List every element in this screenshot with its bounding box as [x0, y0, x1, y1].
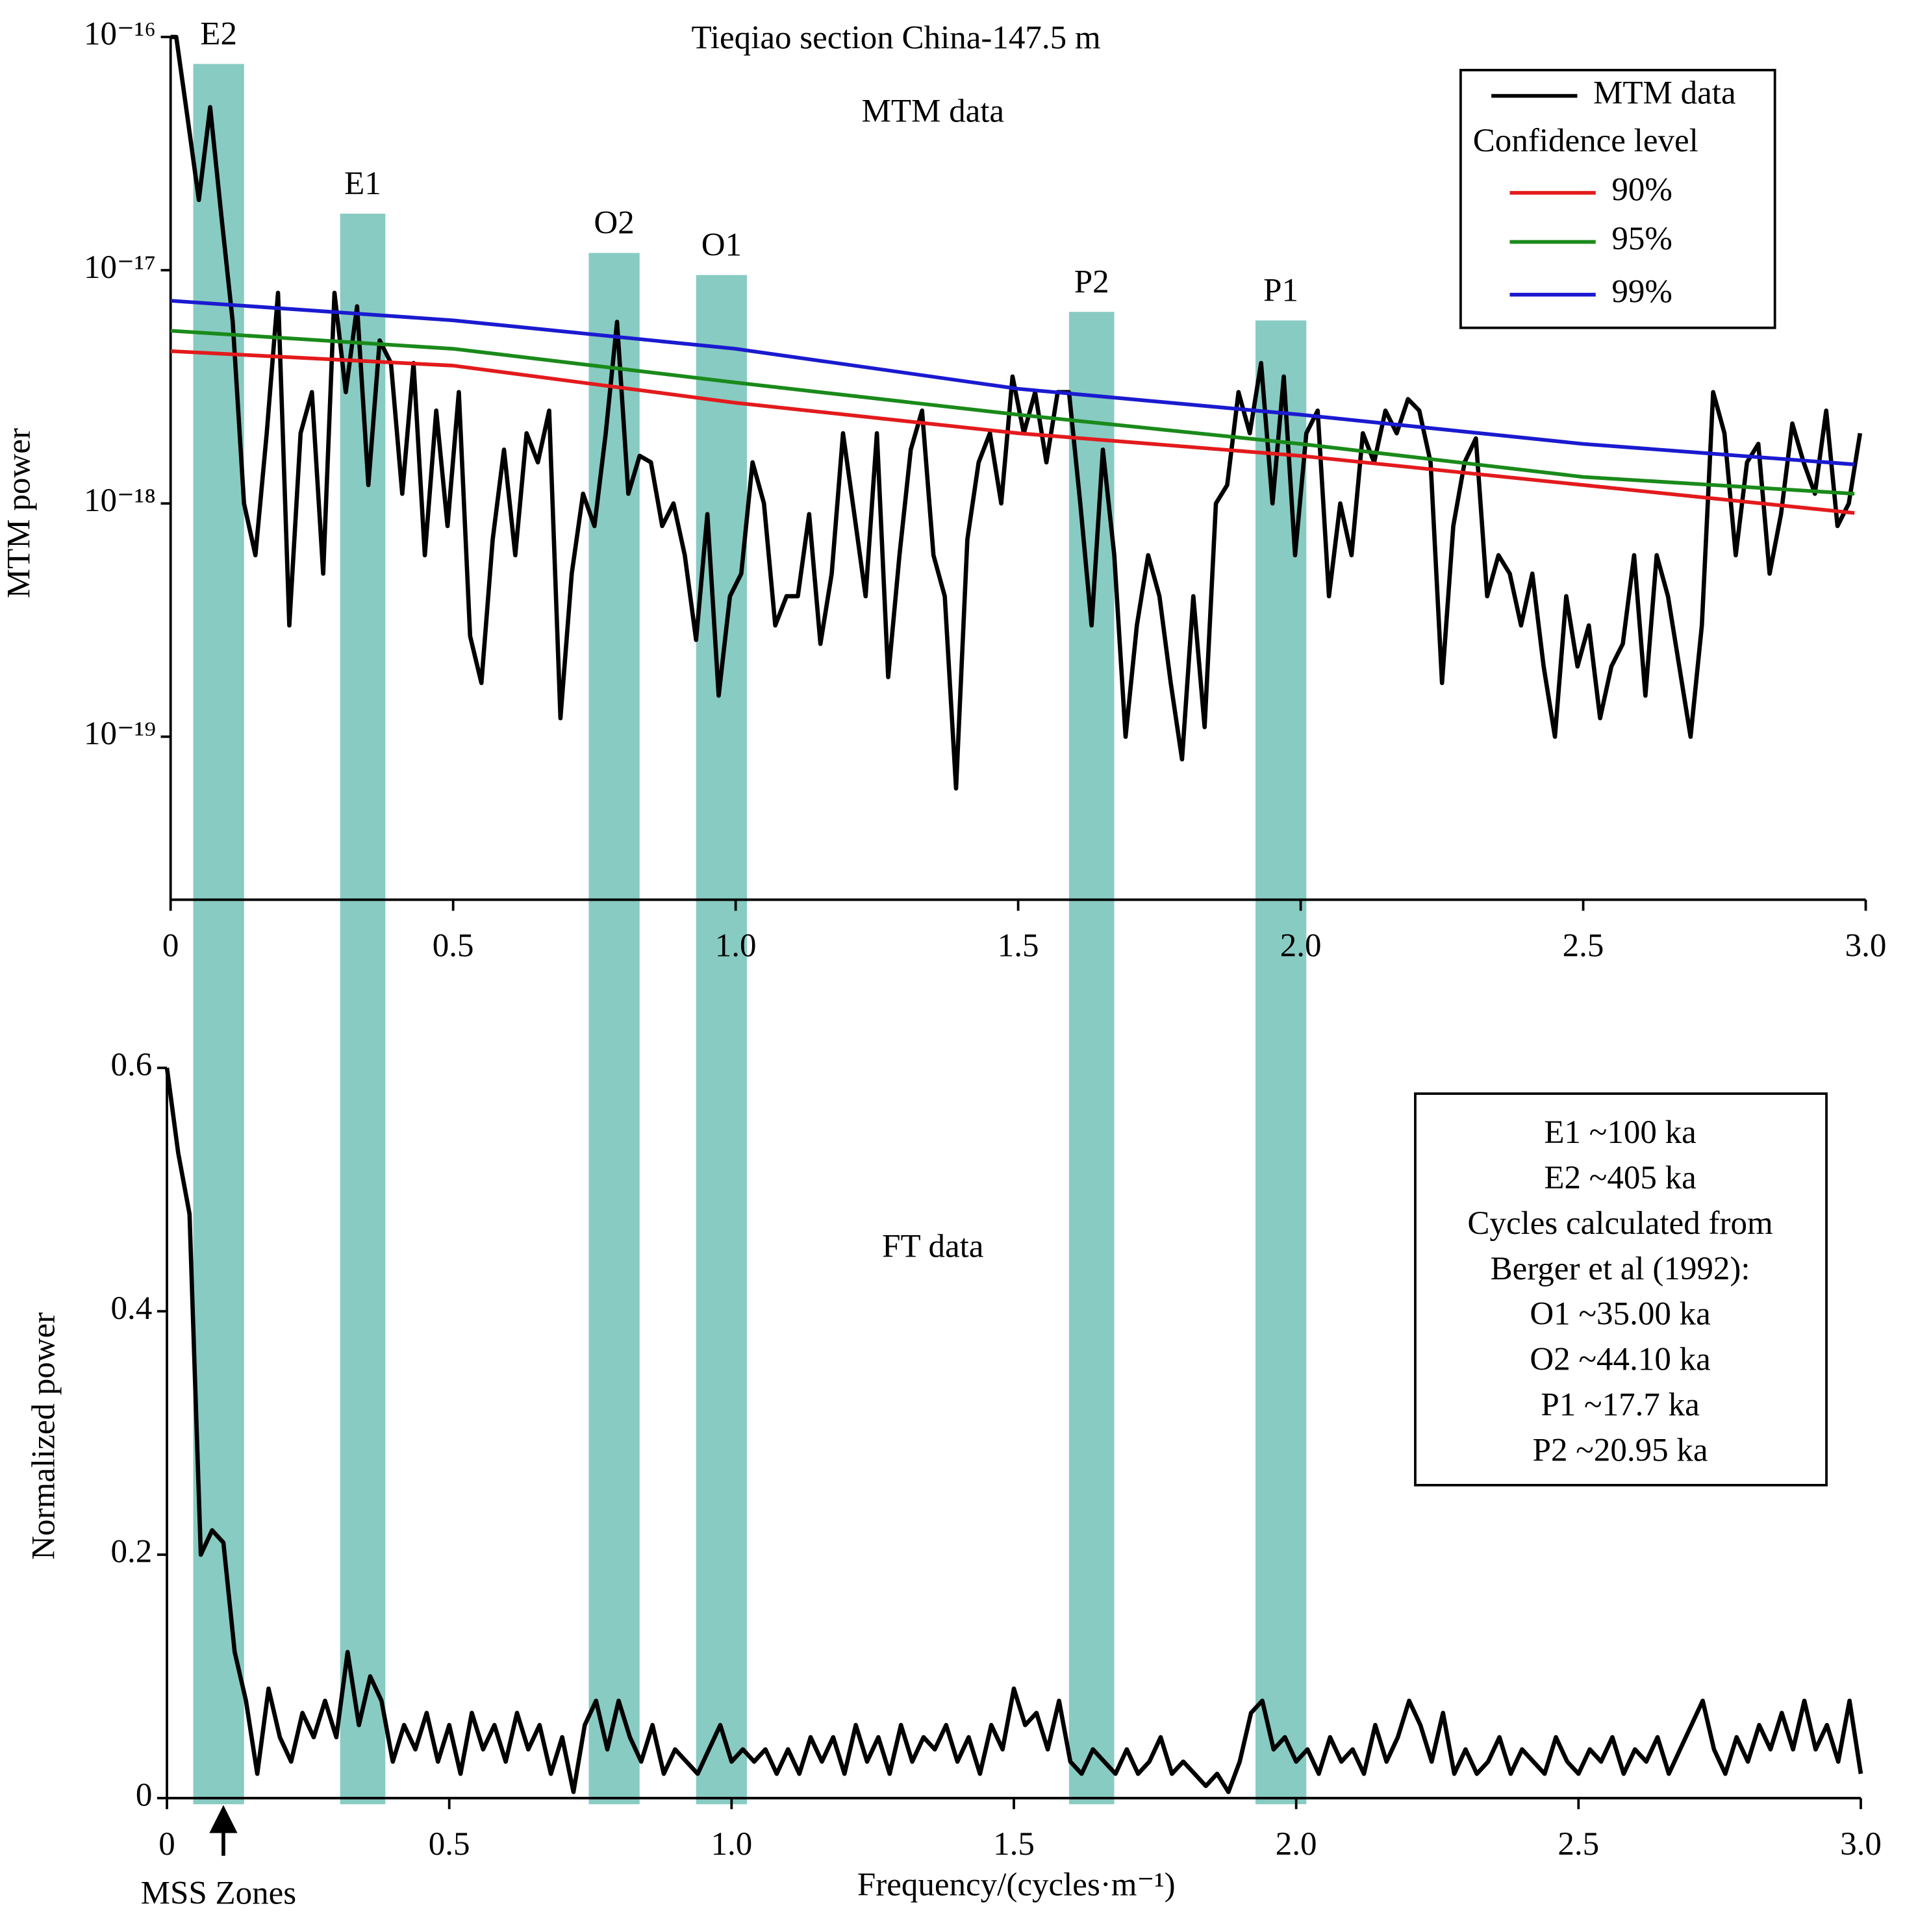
band-label: P1	[1263, 273, 1298, 309]
note-line: O2 ~44.10 ka	[1530, 1342, 1710, 1378]
x-tick-label: 2.5	[1558, 1826, 1599, 1863]
x-tick-label: 1.0	[715, 928, 757, 964]
x-tick-label: 0.5	[429, 1826, 470, 1863]
note-line: E2 ~405 ka	[1544, 1160, 1696, 1196]
x-tick-label: 2.5	[1563, 928, 1604, 964]
legend-label: 99%	[1611, 273, 1672, 310]
legend-label: MTM data	[1593, 75, 1736, 111]
x-tick-label: 3.0	[1845, 928, 1887, 964]
chart-title: FT data	[882, 1229, 983, 1265]
y-tick-label: 10⁻¹⁹	[84, 716, 156, 752]
x-tick-label: 3.0	[1840, 1826, 1882, 1863]
band-label: P2	[1074, 264, 1109, 300]
note-line: Cycles calculated from	[1467, 1205, 1773, 1242]
series-line	[170, 299, 1855, 466]
x-tick-label: 1.0	[711, 1826, 752, 1863]
annotation-arrow	[209, 1805, 238, 1856]
band-label: O1	[701, 227, 742, 264]
series-line	[170, 349, 1855, 515]
x-tick-label: 0	[162, 928, 179, 964]
note-line: P1 ~17.7 ka	[1541, 1387, 1699, 1424]
plot: E2 E1 O2 O1 P2 P1 10⁻¹⁶ 10⁻¹⁷ 10⁻¹⁸ 10⁻¹⁹ 0 0.5 1.0 1…	[84, 16, 1886, 1912]
chart-title: Tieqiao section China-147.5 m	[692, 19, 1101, 56]
series-line	[170, 329, 1855, 496]
x-tick-label: 1.5	[993, 1826, 1035, 1863]
note-line: Berger et al (1992):	[1491, 1251, 1750, 1287]
band	[1068, 312, 1115, 1805]
band-label: E2	[200, 16, 237, 53]
y-tick-label: 0.2	[111, 1534, 153, 1570]
band	[1255, 320, 1307, 1805]
y-tick-label: 10⁻¹⁸	[84, 483, 156, 519]
x-axis-label: Frequency/(cycles·m⁻¹)	[857, 1866, 1176, 1903]
band	[340, 214, 386, 1805]
note-line: E1 ~100 ka	[1544, 1114, 1696, 1151]
y-tick-label: 10⁻¹⁶	[84, 16, 156, 53]
y-tick-label: 0.6	[111, 1047, 153, 1083]
y-tick-label: 10⁻¹⁷	[84, 249, 156, 286]
band-label: O2	[594, 205, 634, 242]
x-tick-label: 0.5	[433, 928, 474, 964]
note-line: O1 ~35.00 ka	[1530, 1296, 1710, 1333]
band-label: E1	[344, 166, 381, 202]
x-tick-label: 1.5	[998, 928, 1039, 964]
x-tick-label: 0	[158, 1826, 175, 1863]
series-line	[170, 34, 1863, 791]
annotation: MSS Zones	[141, 1876, 297, 1912]
band	[696, 275, 748, 1805]
bands	[193, 64, 1307, 1805]
legend-box	[1459, 69, 1776, 329]
legend-label: 95%	[1611, 221, 1672, 257]
note-line: P2 ~20.95 ka	[1533, 1432, 1708, 1468]
series-line	[164, 1067, 1863, 1794]
legend-label: 90%	[1611, 172, 1672, 208]
notes-box	[1414, 1092, 1828, 1487]
y-axis-label: MTM power	[1, 428, 38, 598]
y-tick-label: 0.4	[111, 1290, 153, 1327]
y-tick-label: 0	[136, 1777, 153, 1814]
x-tick-label: 2.0	[1276, 1826, 1317, 1863]
legend-title: Confidence level	[1473, 123, 1698, 159]
x-tick-label: 2.0	[1280, 928, 1322, 964]
y-axis-label: Normalized power	[26, 1312, 62, 1560]
chart-subtitle: MTM data	[861, 94, 1004, 130]
